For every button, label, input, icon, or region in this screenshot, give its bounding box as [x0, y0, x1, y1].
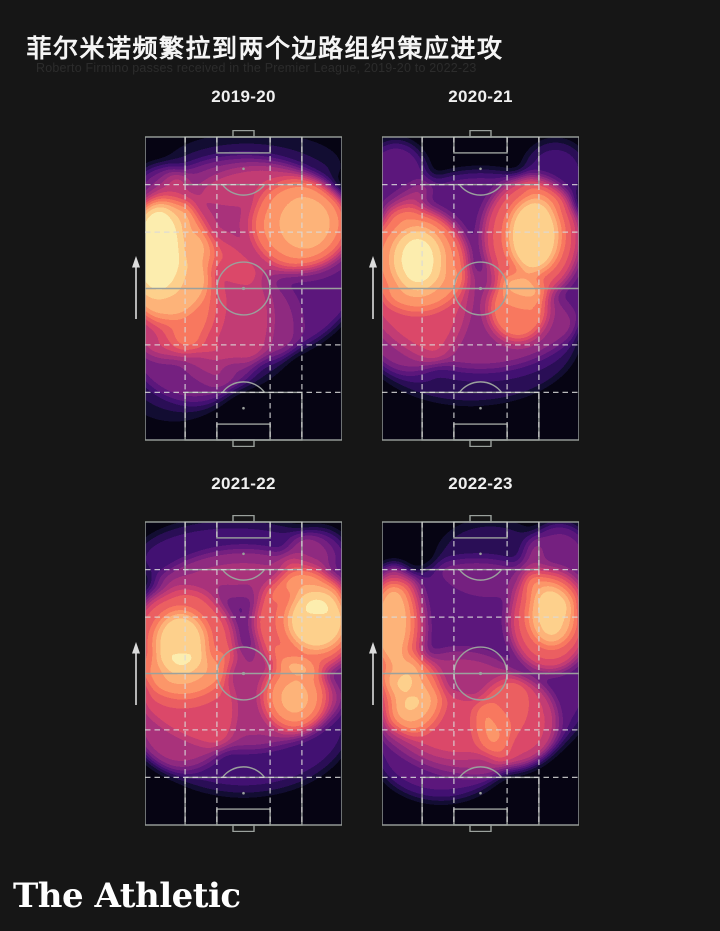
season-label-2019-20: 2019-20 — [211, 87, 276, 106]
pitch-heatmap-2020-21 — [382, 130, 579, 447]
season-label-2021-22: 2021-22 — [211, 474, 276, 493]
season-label-2020-21: 2020-21 — [448, 87, 513, 106]
chart-title: 菲尔米诺频繁拉到两个边路组织策应进攻 — [26, 35, 504, 63]
pitch-heatmap-svg — [382, 130, 579, 447]
pitch-heatmap-svg — [145, 515, 342, 832]
pitch-heatmap-svg — [145, 130, 342, 447]
pitch-heatmap-2022-23 — [382, 515, 579, 832]
attack-direction-arrow — [369, 642, 377, 705]
brand-logo: The Athletic — [13, 876, 241, 916]
season-label-2022-23: 2022-23 — [448, 474, 513, 493]
attack-direction-arrow — [132, 642, 140, 705]
pitch-heatmap-2019-20 — [145, 130, 342, 447]
pitch-heatmap-2021-22 — [145, 515, 342, 832]
attack-direction-arrow — [369, 256, 377, 319]
pitch-heatmap-svg — [382, 515, 579, 832]
attack-direction-arrow — [132, 256, 140, 319]
chart-subtitle: Roberto Firmino passes received in the P… — [36, 61, 477, 75]
